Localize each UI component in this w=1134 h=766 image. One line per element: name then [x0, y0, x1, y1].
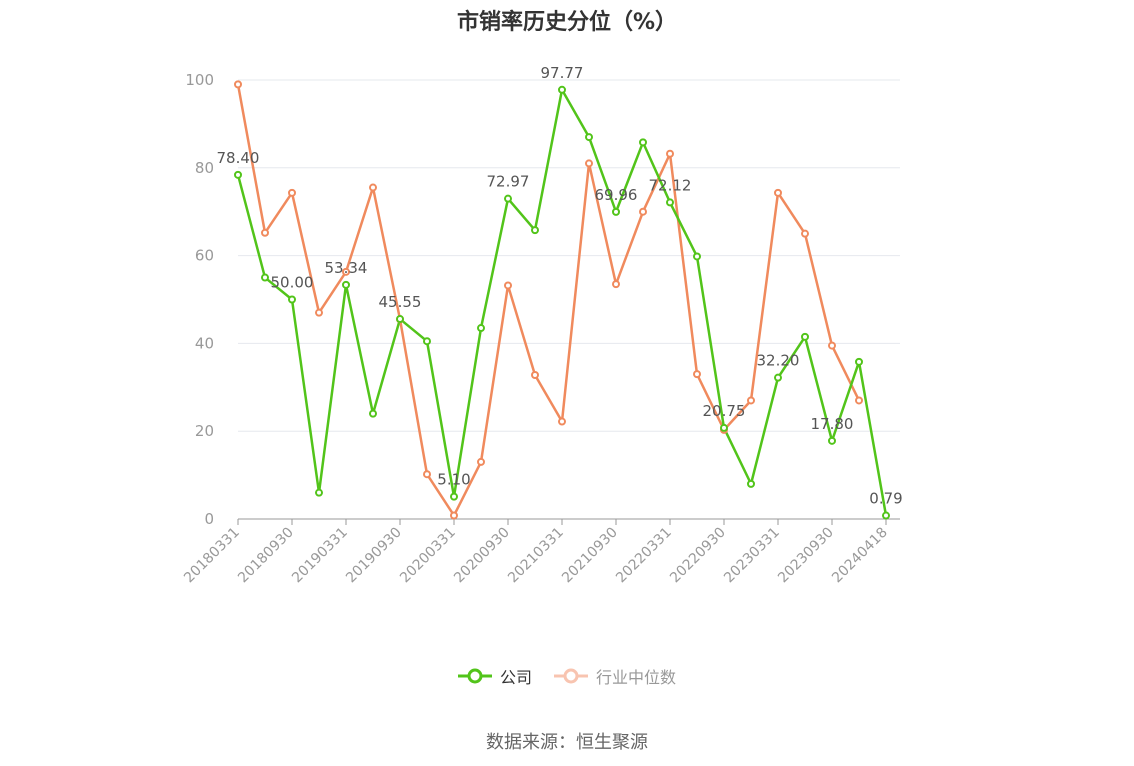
- data-point-industry: [450, 511, 458, 520]
- data-point-company: [450, 492, 458, 501]
- data-point-industry: [261, 228, 269, 237]
- data-point-industry: [666, 149, 674, 158]
- x-tick-label: 20180930: [235, 525, 297, 587]
- data-point-industry: [288, 188, 296, 197]
- data-label: 50.00: [271, 274, 314, 292]
- legend: 公司 行业中位数: [0, 664, 1134, 688]
- data-point-industry: [477, 457, 485, 466]
- legend-label-industry: 行业中位数: [596, 668, 677, 687]
- data-point-company: [855, 357, 863, 366]
- data-point-company: [531, 226, 539, 235]
- data-point-industry: [774, 188, 782, 197]
- series-lines: [236, 84, 888, 517]
- data-point-company: [882, 511, 890, 520]
- data-label: 17.80: [811, 415, 854, 433]
- data-point-company: [585, 133, 593, 142]
- data-point-company: [693, 252, 701, 261]
- data-point-company: [369, 409, 377, 418]
- data-label: 53.34: [325, 259, 368, 277]
- legend-industry-line-icon: [554, 668, 588, 684]
- legend-company-line-icon: [457, 668, 492, 684]
- y-tick-label: 100: [185, 71, 214, 89]
- x-tick-label: 20230331: [721, 525, 783, 587]
- data-labels: 78.40 50.00 53.34 45.55 5.10 72.97 97.77 69.96 7…: [217, 64, 903, 508]
- data-point-industry: [369, 183, 377, 192]
- data-label: 0.79: [869, 490, 902, 508]
- x-tick-label: 20210331: [505, 525, 567, 587]
- data-point-industry: [234, 80, 242, 89]
- data-point-industry: [801, 229, 809, 238]
- data-point-company: [288, 295, 296, 304]
- grid-lines: [238, 79, 900, 432]
- data-point-industry: [423, 470, 431, 479]
- chart-title: 市销率历史分位（%）: [456, 10, 678, 35]
- data-label: 97.77: [541, 64, 584, 82]
- legend-label-company: 公司: [499, 668, 532, 687]
- data-source: 数据来源：恒生聚源: [486, 732, 648, 753]
- data-label: 45.55: [379, 293, 422, 311]
- data-point-company: [801, 332, 809, 341]
- data-point-industry: [747, 396, 755, 405]
- data-point-company: [828, 436, 836, 445]
- data-point-industry: [612, 280, 620, 289]
- data-point-industry: [504, 281, 512, 290]
- series-line-company: [236, 88, 888, 516]
- data-point-industry: [585, 159, 593, 168]
- y-tick-label: 0: [204, 510, 214, 528]
- data-point-industry: [639, 207, 647, 216]
- data-point-industry: [531, 371, 539, 380]
- data-point-industry: [315, 308, 323, 317]
- data-point-industry: [855, 396, 863, 405]
- data-point-company: [504, 194, 512, 203]
- data-point-company: [747, 479, 755, 488]
- x-tick-label: 20200930: [451, 525, 513, 587]
- data-point-company: [234, 170, 242, 179]
- data-point-company: [774, 373, 782, 382]
- legend-item-industry[interactable]: 行业中位数: [554, 664, 676, 688]
- data-point-company: [720, 423, 728, 432]
- y-tick-label: 80: [195, 159, 214, 177]
- x-tick-label: 20220930: [667, 525, 729, 587]
- data-point-company: [396, 315, 404, 324]
- y-tick-label: 40: [195, 334, 214, 352]
- data-point-industry: [342, 267, 350, 276]
- x-tick-label: 20180331: [181, 525, 243, 587]
- y-tick-label: 60: [195, 247, 214, 265]
- axes: 0 20 40 60 80 100 2018033120180930201903312019…: [181, 71, 900, 586]
- data-point-industry: [558, 417, 566, 426]
- data-label: 78.40: [217, 149, 260, 167]
- data-label: 72.12: [649, 176, 692, 194]
- data-point-company: [477, 324, 485, 333]
- x-tick-label: 20190331: [289, 525, 351, 587]
- line-chart: 0 20 40 60 80 100 2018033120180930201903312019…: [181, 64, 903, 586]
- data-label: 5.10: [437, 471, 470, 489]
- x-tick-label: 20190930: [343, 525, 405, 587]
- data-point-company: [639, 138, 647, 147]
- y-tick-label: 20: [195, 422, 214, 440]
- data-point-company: [558, 85, 566, 94]
- x-tick-label: 20220331: [613, 525, 675, 587]
- data-label: 72.97: [487, 173, 530, 191]
- data-label: 32.20: [757, 352, 800, 370]
- x-tick-label: 20200331: [397, 525, 459, 587]
- x-tick-label: 20230930: [775, 525, 837, 587]
- x-tick-label: 20210930: [559, 525, 621, 587]
- legend-item-company[interactable]: 公司: [457, 664, 532, 688]
- data-point-industry: [693, 370, 701, 379]
- data-point-company: [342, 280, 350, 289]
- data-point-company: [612, 207, 620, 216]
- data-point-industry: [828, 341, 836, 350]
- series-line-industry: [236, 84, 861, 517]
- data-label: 20.75: [703, 402, 746, 420]
- data-label: 69.96: [595, 186, 638, 204]
- data-points: [234, 80, 890, 520]
- x-tick-label: 20240418: [829, 525, 891, 587]
- data-point-company: [315, 488, 323, 497]
- data-point-company: [423, 337, 431, 346]
- data-point-company: [261, 273, 269, 282]
- data-point-company: [666, 198, 674, 207]
